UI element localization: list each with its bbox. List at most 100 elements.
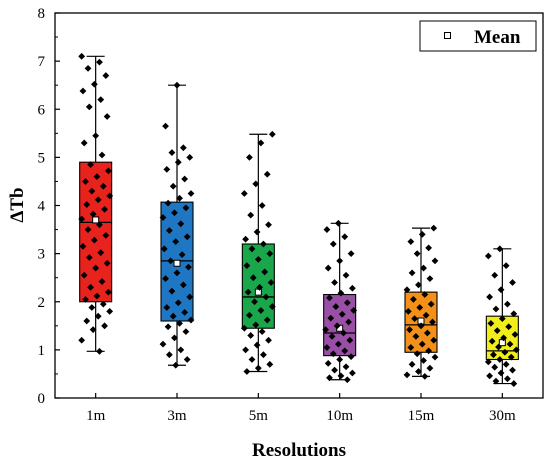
data-point [408, 269, 416, 277]
data-point [496, 245, 504, 253]
data-point [106, 307, 114, 315]
data-point [176, 320, 183, 327]
data-point [183, 356, 191, 363]
data-point [260, 240, 267, 248]
data-point [87, 283, 94, 291]
data-point [343, 299, 351, 307]
data-point [181, 175, 189, 183]
data-point [163, 166, 171, 173]
data-point [422, 311, 430, 319]
data-point [333, 322, 341, 330]
x-tick-label: 1m [86, 408, 106, 424]
data-point [101, 205, 108, 213]
data-point [511, 331, 519, 338]
data-point [324, 359, 332, 367]
data-point [98, 278, 106, 285]
data-point [254, 256, 262, 263]
data-point [338, 310, 346, 318]
data-point [327, 314, 335, 322]
data-point [177, 346, 185, 354]
data-point [495, 343, 502, 351]
data-point [83, 317, 91, 325]
data-point [491, 363, 499, 371]
data-point [265, 221, 272, 229]
data-point [496, 356, 504, 363]
data-point [165, 351, 173, 359]
data-point [249, 274, 257, 282]
data-point [504, 375, 511, 383]
data-point [502, 360, 510, 368]
data-point [512, 346, 520, 354]
data-point [98, 151, 106, 159]
y-tick-label: 2 [38, 295, 46, 311]
data-point [162, 275, 169, 283]
data-point [179, 281, 187, 289]
data-point [425, 244, 433, 252]
data-point [82, 178, 89, 185]
data-point [510, 380, 518, 387]
data-point [258, 202, 266, 209]
data-point [248, 356, 256, 363]
data-point [266, 250, 274, 258]
data-point [256, 283, 264, 291]
data-point [242, 235, 250, 243]
data-point [332, 303, 340, 310]
data-point [253, 341, 261, 349]
data-point [90, 80, 98, 88]
data-point [89, 326, 97, 334]
data-point [243, 262, 251, 270]
data-point [92, 264, 100, 272]
data-point [96, 221, 103, 229]
data-point [179, 144, 187, 152]
y-tick-label: 5 [38, 150, 46, 166]
data-point [173, 269, 181, 277]
x-tick-label: 10m [326, 408, 353, 424]
data-point [497, 369, 505, 377]
data-point [324, 264, 332, 272]
data-point [328, 333, 336, 340]
data-point [491, 271, 499, 279]
data-point [243, 368, 251, 375]
data-point [502, 262, 510, 270]
data-point [266, 360, 274, 368]
x-tick-label: 30m [489, 408, 516, 424]
data-point [103, 259, 111, 267]
y-tick-label: 3 [38, 247, 46, 263]
data-point [409, 295, 417, 303]
data-point [492, 305, 500, 313]
data-point [101, 322, 108, 330]
data-point [509, 279, 516, 286]
data-point [171, 209, 178, 217]
data-point [421, 372, 429, 380]
data-point [336, 257, 344, 265]
data-point [252, 180, 260, 188]
data-point [104, 288, 112, 296]
data-point [182, 328, 190, 335]
data-point [80, 139, 88, 147]
data-point [104, 167, 112, 175]
data-point [93, 292, 101, 300]
data-point [416, 304, 424, 311]
data-point [94, 312, 102, 320]
data-point [103, 113, 111, 120]
data-point [484, 252, 492, 260]
data-point [248, 245, 256, 253]
y-tick-label: 0 [38, 391, 46, 407]
data-point [345, 318, 352, 326]
data-point [342, 271, 350, 279]
y-tick-label: 8 [38, 6, 46, 22]
data-point [423, 329, 431, 337]
data-point [159, 340, 167, 348]
data-point [488, 337, 496, 345]
data-point [505, 323, 513, 331]
data-point [167, 257, 175, 265]
data-point [334, 340, 342, 348]
data-point [185, 263, 192, 271]
data-point [404, 307, 412, 315]
y-tick-label: 6 [38, 102, 46, 118]
data-point [187, 190, 195, 197]
data-point [430, 224, 438, 232]
data-point [174, 299, 182, 307]
data-point [247, 211, 255, 219]
data-point [509, 366, 516, 374]
